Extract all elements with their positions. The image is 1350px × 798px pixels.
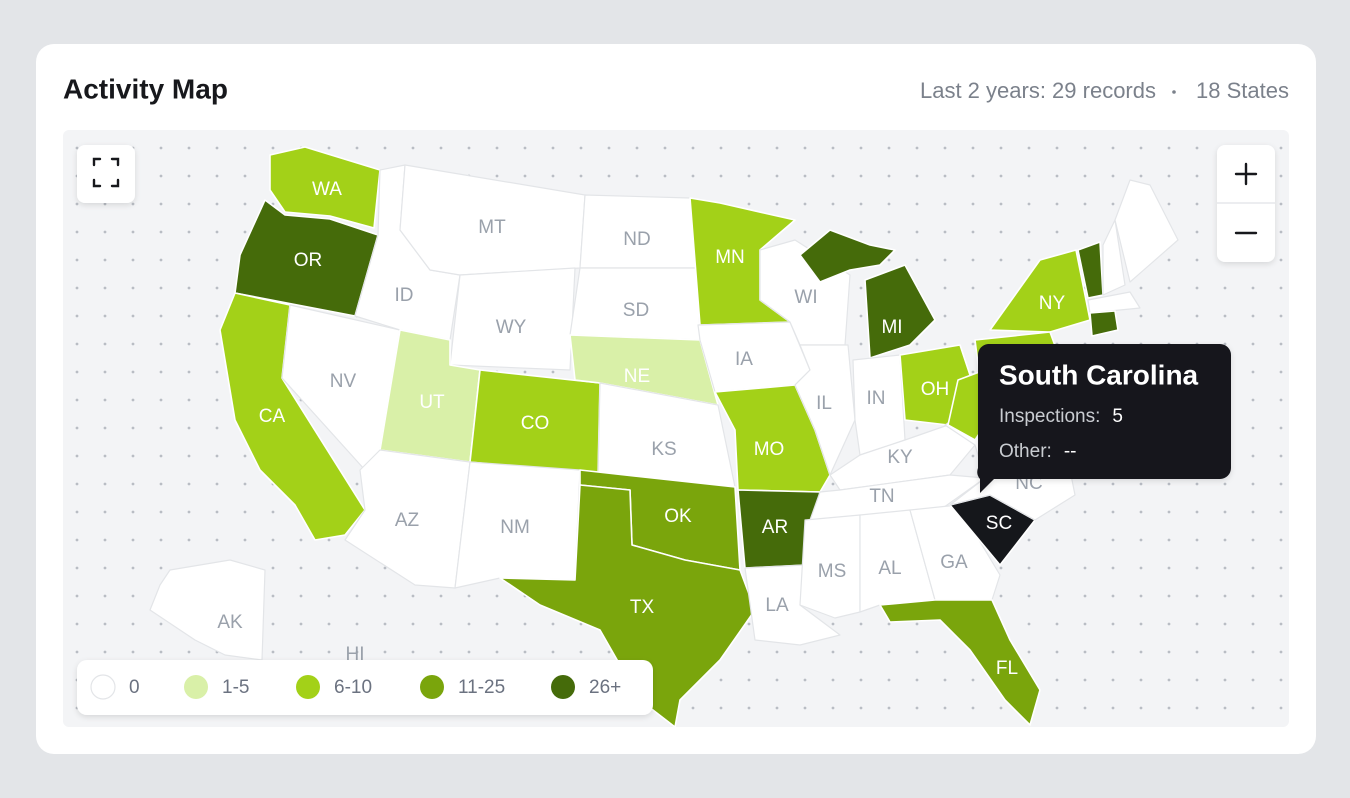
state-label: NV [330, 371, 357, 392]
legend-swatch [184, 675, 208, 699]
state-shape[interactable] [989, 249, 1091, 333]
legend-label: 1-5 [222, 677, 249, 698]
state-label: HI [346, 644, 365, 665]
state-label: TN [869, 486, 894, 507]
state-shape[interactable] [1087, 291, 1141, 314]
legend-bg [77, 660, 653, 715]
state-label: WY [496, 317, 527, 338]
card-title: Activity Map [63, 73, 228, 104]
states-summary: 18 States [1196, 78, 1289, 103]
state-label: FL [996, 658, 1018, 679]
legend: 0 1-5 6-10 11-25 26+ [77, 660, 653, 715]
fullscreen-bg[interactable] [77, 145, 135, 203]
state-shape[interactable] [149, 559, 266, 661]
state-label: SC [986, 513, 1012, 534]
state-shape[interactable] [269, 146, 381, 229]
tooltip-row-label: Other: [999, 441, 1052, 462]
state-shape[interactable] [499, 484, 756, 727]
records-summary: Last 2 years: 29 records [920, 78, 1156, 103]
legend-label: 0 [129, 677, 140, 698]
state-label: AL [878, 558, 901, 579]
tooltip-title: South Carolina [999, 359, 1199, 390]
state-label: NM [500, 517, 530, 538]
state-shape[interactable] [697, 321, 811, 393]
state-shape[interactable] [879, 599, 1041, 726]
state-label: AZ [395, 510, 420, 531]
state-label: KS [651, 439, 676, 460]
state-label: MS [818, 561, 847, 582]
legend-swatch [551, 675, 575, 699]
tooltip-row-value: -- [1064, 441, 1077, 462]
zoom-controls [1217, 145, 1275, 262]
legend-label: 6-10 [334, 677, 372, 698]
state-label: NY [1039, 293, 1066, 314]
state-label: WA [312, 179, 342, 200]
legend-label: 11-25 [458, 677, 505, 698]
state-label: GA [940, 552, 968, 573]
legend-swatch [420, 675, 444, 699]
state-label: CO [521, 413, 550, 434]
state-label: MT [478, 217, 506, 238]
state-label: UT [419, 392, 445, 413]
state-shape[interactable] [1102, 219, 1126, 296]
legend-label: 26+ [589, 677, 621, 698]
state-label: WI [794, 287, 817, 308]
fullscreen-button[interactable] [77, 145, 135, 203]
state-label: ND [623, 229, 650, 250]
tooltip-bg [977, 344, 1231, 493]
state-label: IA [735, 349, 753, 370]
tooltip-row-value: 5 [1112, 406, 1123, 427]
state-label: TX [630, 597, 655, 618]
state-shape[interactable] [1089, 310, 1119, 337]
fullscreen-icon [92, 157, 120, 188]
state-shape[interactable] [1114, 179, 1179, 283]
state-label: MN [715, 247, 745, 268]
state-shape[interactable] [794, 344, 856, 476]
state-label: KY [887, 447, 913, 468]
state-label: NE [624, 366, 650, 387]
tooltip-row-label: Inspections: [999, 406, 1100, 427]
tooltip: South Carolina Inspections: 5 Other: -- [977, 344, 1231, 493]
state-shape[interactable] [864, 264, 936, 359]
plus-icon [1234, 162, 1258, 186]
state-label: MO [754, 439, 785, 460]
state-shape[interactable] [449, 267, 576, 371]
state-label: AK [217, 612, 243, 633]
state-label: SD [623, 300, 649, 321]
state-label: CA [259, 406, 286, 427]
state-label: AR [762, 517, 788, 538]
state-label: MI [881, 317, 902, 338]
state-label: ID [395, 285, 414, 306]
state-shape[interactable] [799, 229, 896, 283]
legend-swatch [296, 675, 320, 699]
state-label: IL [816, 393, 832, 414]
states [149, 146, 1179, 727]
separator [1172, 90, 1176, 94]
state-shape[interactable] [799, 514, 861, 619]
state-label: OK [664, 506, 692, 527]
state-label: LA [765, 595, 789, 616]
state-label: IN [867, 388, 886, 409]
map-area: WA OR CA NV ID MT WY UT CO AZ NM ND SD NE KS OK TX MN IA MO… [63, 130, 1289, 727]
legend-swatch [90, 674, 116, 700]
state-label: OR [294, 250, 323, 271]
state-label: OH [921, 379, 950, 400]
